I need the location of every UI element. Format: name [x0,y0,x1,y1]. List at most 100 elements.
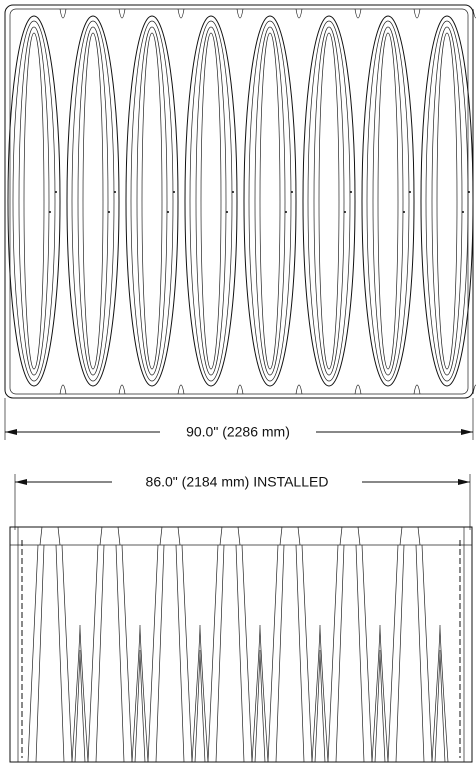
rib [377,32,399,370]
rib-arch [71,624,89,763]
rib-dot [114,191,116,193]
rib-dot [403,211,405,213]
label-background [112,472,362,492]
rib-top [219,526,241,546]
dimension-label: 86.0" (2184 mm) INSTALLED [146,474,329,490]
rib-arch [191,624,209,763]
rib [248,20,292,382]
rib-side [395,544,425,763]
rib-dot [226,211,228,213]
rib-side [387,544,433,763]
rib [125,15,179,387]
dimension-label: 90.0" (2286 mm) [186,424,290,440]
rib-side [275,544,305,763]
rib-side [207,544,253,763]
rib-notch [354,8,362,19]
rib-dot [409,191,411,193]
rib [141,32,163,370]
rib [302,15,356,387]
rib-arch [131,624,149,763]
side-view-outline [9,526,473,763]
rib [71,20,115,382]
rib-notch [177,384,185,395]
rib-notch [413,8,421,19]
rib [77,26,109,376]
rib [425,20,469,382]
arrow-head [461,429,473,435]
rib-notch [236,8,244,19]
rib-notch [118,8,126,19]
rib-side [215,544,245,763]
rib [130,20,174,382]
rib [200,32,222,370]
top-view-ribs [7,8,476,395]
rib-notch [59,384,67,395]
rib-top [39,526,61,546]
rib [318,32,340,370]
rib-arch [194,649,206,763]
rib-top [159,526,181,546]
rib-notch [354,384,362,395]
rib [243,15,297,387]
rib-dot [55,191,57,193]
rib-dot [108,211,110,213]
rib-side [35,544,65,763]
rib-notch [118,384,126,395]
rib-arch [251,624,269,763]
rib-notch [295,384,303,395]
rib-arch [254,649,266,763]
rib [23,32,45,370]
rib-dot [350,191,352,193]
rib-side [155,544,185,763]
rib-dot [232,191,234,193]
rib [12,20,56,382]
rib [7,15,61,387]
side-view-ribs [27,526,449,763]
rib [313,26,345,376]
rib [372,26,404,376]
rib-dot [167,211,169,213]
rib-side [27,544,73,763]
rib-dot [344,211,346,213]
rib-notch [472,8,476,19]
rib [195,26,227,376]
rib-arch [314,649,326,763]
rib [66,15,120,387]
rib-arch [434,649,446,763]
rib-arch [311,624,329,763]
rib-top [279,526,301,546]
rib-side [147,544,193,763]
rib-arch [431,624,449,763]
arrow-head [5,429,17,435]
rib-top [99,526,121,546]
rib-side [327,544,373,763]
rib-top [339,526,361,546]
label-background [160,422,316,442]
rib [18,26,50,376]
rib [361,15,415,387]
rib-top [399,526,421,546]
rib-side [95,544,125,763]
rib-side [267,544,313,763]
rib [82,32,104,370]
rib [420,15,474,387]
rib [259,32,281,370]
rib-dot [49,211,51,213]
rib-notch [472,384,476,395]
rib-dot [291,191,293,193]
rib-side [87,544,133,763]
rib-notch [59,8,67,19]
arrow-head [458,479,470,485]
rib-dot [462,211,464,213]
rib-dot [173,191,175,193]
rib [307,20,351,382]
rib-notch [295,8,303,19]
rib [136,26,168,376]
rib [184,15,238,387]
rib [436,32,458,370]
rib-side [335,544,365,763]
rib-arch [74,649,86,763]
arrow-head [15,479,27,485]
